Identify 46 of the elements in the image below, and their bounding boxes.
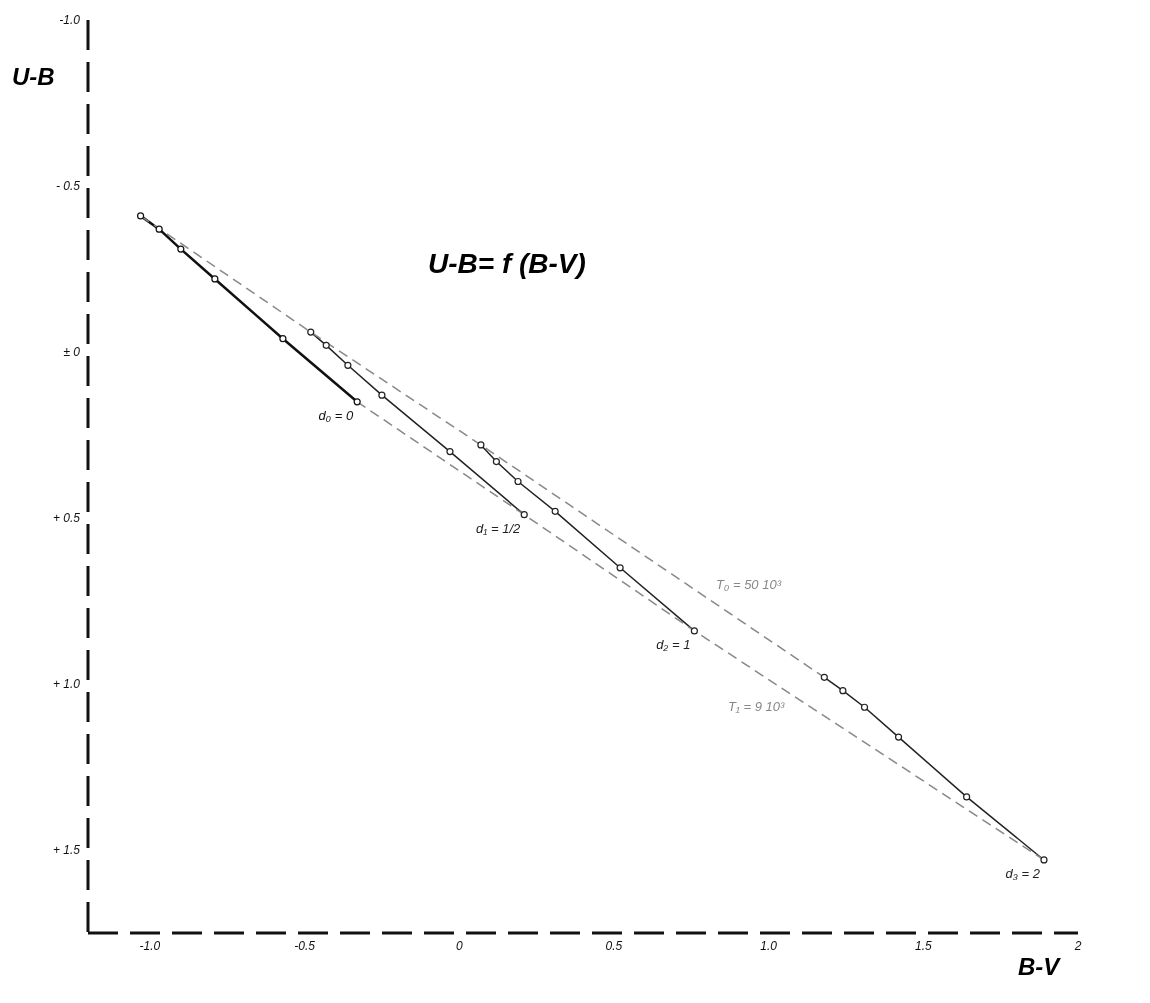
series-label: d₁ = 1/2 xyxy=(476,520,521,536)
point xyxy=(520,511,528,519)
point xyxy=(378,391,386,399)
point xyxy=(322,341,330,349)
point xyxy=(211,275,219,283)
point xyxy=(551,507,559,515)
point xyxy=(279,335,287,343)
series-label: d₂ = 1 xyxy=(656,636,691,652)
text: U-B= f (B-V) xyxy=(428,248,586,280)
point xyxy=(307,328,315,336)
y-tick-label: -1.0 xyxy=(59,13,81,28)
series-label: T₀ = 50 10³ xyxy=(715,576,782,592)
x-tick-label: -1.0 xyxy=(139,938,161,953)
point xyxy=(1040,856,1048,864)
point xyxy=(963,793,971,801)
point xyxy=(446,448,454,456)
y-tick-label: + 1.0 xyxy=(52,677,81,692)
point xyxy=(477,441,485,449)
y-tick-label: - 0.5 xyxy=(55,179,81,194)
x-tick-label: 0 xyxy=(455,938,463,953)
x-tick-label: 1.0 xyxy=(760,938,778,953)
point xyxy=(136,212,145,220)
point xyxy=(616,564,624,572)
series-label: d₀ = 0 xyxy=(318,407,354,423)
y-tick-label: + 0.5 xyxy=(52,511,81,526)
point xyxy=(492,457,500,466)
point xyxy=(690,627,698,635)
y-tick-label: ± 0 xyxy=(63,345,81,360)
series-label: T₁ = 9 10³ xyxy=(727,698,786,714)
y-axis-title: U-B xyxy=(12,63,55,91)
point xyxy=(860,703,869,711)
point xyxy=(344,361,352,369)
series-label: d₃ = 2 xyxy=(1005,865,1041,881)
point xyxy=(820,673,828,681)
x-tick-label: 2 xyxy=(1073,938,1082,953)
x-axis-title: B-V xyxy=(1018,953,1060,981)
point xyxy=(894,733,903,741)
y-tick-label: + 1.5 xyxy=(52,843,81,858)
point xyxy=(839,687,847,695)
point xyxy=(514,477,522,486)
x-tick-label: 1.5 xyxy=(914,938,932,953)
point xyxy=(155,225,163,233)
point xyxy=(177,245,185,253)
point xyxy=(353,398,361,406)
x-tick-label: -0.5 xyxy=(294,938,316,953)
x-tick-label: 0.5 xyxy=(605,938,623,953)
